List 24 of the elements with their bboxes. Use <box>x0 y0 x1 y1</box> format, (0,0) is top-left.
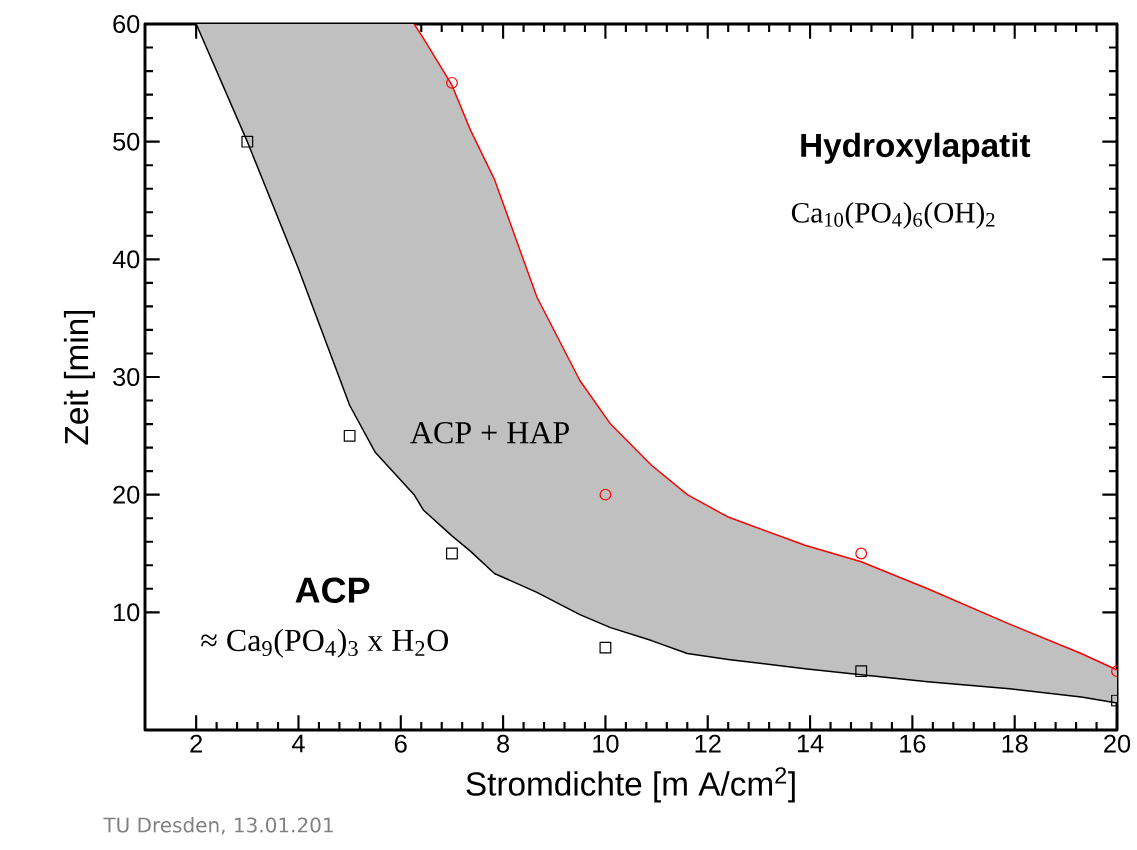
annotation: ACP + HAP <box>410 422 569 444</box>
y-tick-label: 20 <box>113 485 140 504</box>
x-tick-label: 12 <box>695 734 721 753</box>
y-tick-label: 10 <box>114 603 140 622</box>
annotation: Ca$_{10}$(PO$_{4}$)$_{6}$(OH)$_{2}$ <box>791 202 995 229</box>
x-axis-title: Stromdichte [m A/cm$^{2}$] <box>466 767 795 803</box>
x-tick-label: 6 <box>395 734 407 753</box>
y-tick-label: 40 <box>112 250 140 269</box>
x-tick-label: 18 <box>1002 734 1028 753</box>
annotation: Hydroxylapatit <box>801 132 1031 164</box>
text: ≈ Ca$_{9}$(PO$_{4}$)$_{3}$ x H$_{2}$O <box>201 628 449 658</box>
x-tick-label: 14 <box>797 734 824 753</box>
x-tick-label: 10 <box>593 734 619 753</box>
y-tick-label: 60 <box>113 15 140 33</box>
x-tick-label: 4 <box>292 734 305 753</box>
y-axis-title: Zeit [min] <box>63 310 95 445</box>
annotation: ACP <box>295 577 370 603</box>
x-tick-label: 16 <box>900 734 926 753</box>
x-tick-label: 8 <box>497 734 510 753</box>
y-tick-label: 30 <box>113 368 140 386</box>
x-tick-label: 20 <box>1104 734 1131 753</box>
y-tick-label: 50 <box>113 132 140 151</box>
text: TU Dresden, 13.01.201 <box>103 817 333 835</box>
x-tick-label: 2 <box>190 734 202 753</box>
